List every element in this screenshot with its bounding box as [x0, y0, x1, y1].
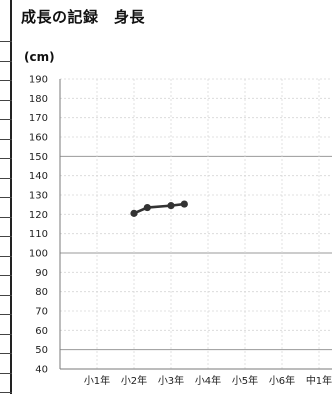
y-tick-label: 90	[35, 268, 48, 279]
table-row-line	[0, 314, 12, 315]
table-row-line	[0, 275, 12, 276]
x-tick-label: 小4年	[195, 374, 221, 387]
y-axis-unit-label: (cm)	[24, 50, 55, 64]
table-row-line	[0, 236, 12, 237]
chart-title: 成長の記録 身長	[21, 8, 146, 26]
height-data-point	[143, 203, 151, 212]
table-row-line	[0, 158, 12, 159]
table-row-line	[0, 178, 12, 179]
y-tick-label: 160	[29, 133, 48, 144]
table-row-line	[0, 139, 12, 140]
table-row-line	[0, 100, 12, 101]
y-tick-label: 190	[29, 75, 48, 86]
y-tick-label: 110	[29, 229, 48, 240]
x-tick-label: 小6年	[269, 374, 295, 387]
table-row-line	[0, 80, 12, 81]
table-row-line	[0, 61, 12, 62]
y-tick-label: 50	[35, 345, 48, 356]
table-row-line	[0, 217, 12, 218]
x-tick-label: 小1年	[84, 374, 110, 387]
table-row-line	[0, 373, 12, 374]
table-row-line	[0, 353, 12, 354]
x-tick-label: 中1年	[306, 374, 332, 387]
table-row-line	[0, 197, 12, 198]
y-tick-label: 130	[29, 191, 48, 202]
y-tick-label: 120	[29, 210, 48, 221]
y-tick-label: 140	[29, 171, 48, 182]
height-data-point	[180, 200, 188, 208]
series-layer	[130, 200, 188, 217]
axis-layer: 190 180 170 160 150 140 130 120 110 100 90 80 70 60 50…	[29, 75, 332, 387]
height-data-point	[167, 202, 175, 210]
y-tick-label: 170	[29, 113, 48, 124]
y-tick-label: 60	[35, 326, 48, 337]
height-series-line	[133, 202, 185, 215]
left-table-edge	[0, 0, 13, 394]
table-row-line	[0, 119, 12, 120]
table-row-line	[0, 41, 12, 42]
y-tick-label: 180	[29, 94, 48, 105]
x-tick-label: 小3年	[158, 374, 184, 387]
table-row-line	[0, 256, 12, 257]
y-tick-label: 80	[35, 287, 48, 298]
x-tick-label: 小2年	[121, 374, 147, 387]
y-tick-label: 150	[29, 152, 48, 163]
y-tick-label: 70	[35, 307, 48, 318]
table-row-line	[0, 392, 12, 393]
x-tick-label: 小5年	[232, 374, 258, 387]
table-row-line	[0, 295, 12, 296]
grid-layer	[60, 78, 332, 370]
table-row-line	[0, 334, 12, 335]
y-tick-label: 100	[29, 249, 48, 260]
y-tick-label: 40	[35, 365, 48, 376]
height-data-point	[130, 209, 138, 217]
